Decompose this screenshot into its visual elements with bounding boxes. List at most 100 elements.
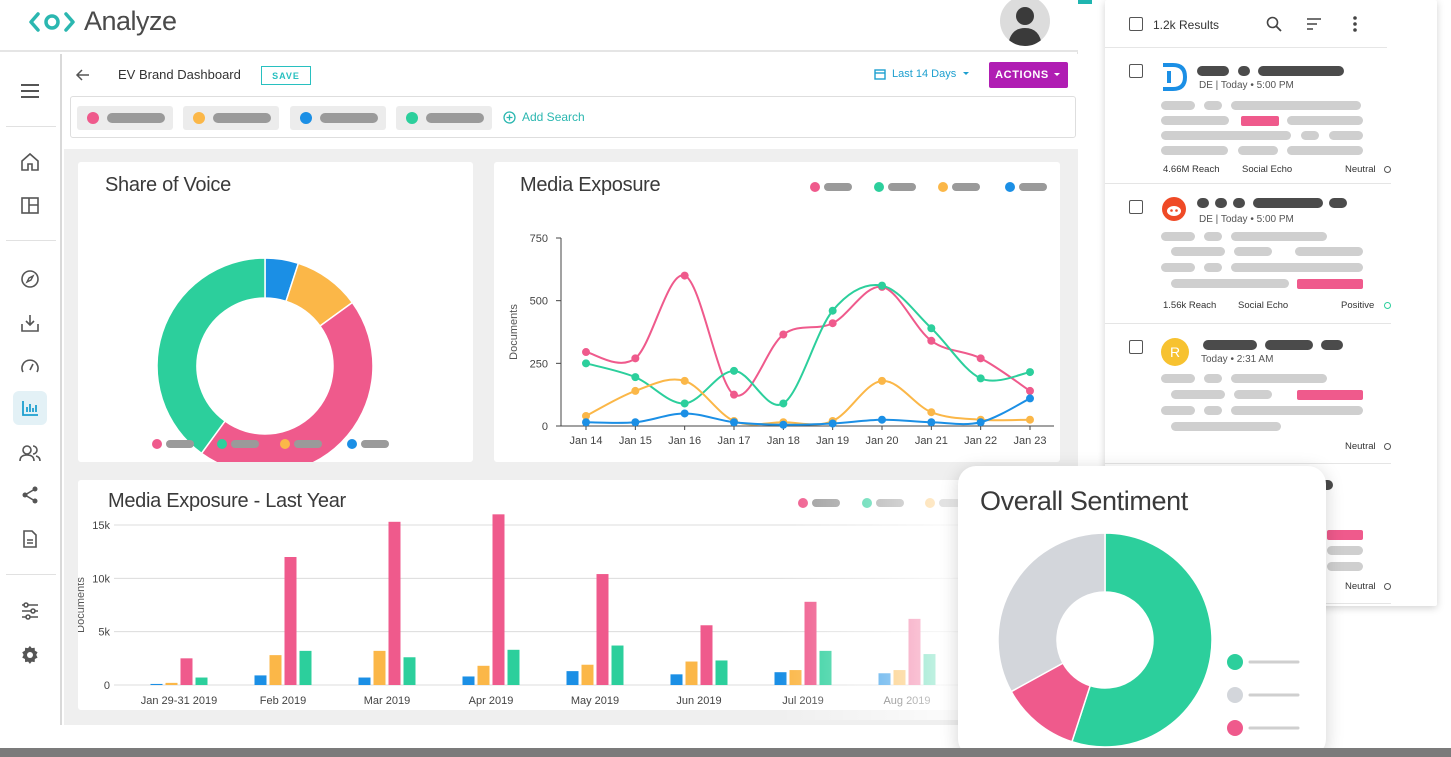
bar (700, 625, 713, 685)
legend-item[interactable] (1005, 182, 1047, 192)
search-chip[interactable] (290, 106, 386, 130)
legend-item[interactable] (810, 182, 852, 192)
data-point (976, 418, 985, 427)
sentiment-label: Neutral (1345, 581, 1376, 592)
data-point (631, 373, 640, 382)
main-app-window: Analyze (0, 0, 1078, 725)
share-of-voice-card: Share of Voice (78, 162, 473, 462)
y-tick-label: 750 (530, 233, 548, 245)
search-chip[interactable] (183, 106, 279, 130)
legend-item[interactable] (938, 182, 980, 192)
chip-label-redacted (426, 113, 484, 123)
data-point (680, 409, 689, 418)
gauge-icon[interactable] (17, 354, 43, 380)
layout-icon[interactable] (17, 192, 43, 218)
date-range-label: Last 14 Days (892, 68, 957, 80)
legend-dot (1227, 720, 1243, 736)
user-avatar[interactable] (1000, 0, 1050, 46)
chip-color-dot (406, 112, 418, 124)
social-echo-label: Social Echo (1238, 300, 1289, 311)
bar (685, 661, 698, 685)
dashboard-header: EV Brand Dashboard SAVE Last 14 Days ACT… (64, 54, 1078, 149)
legend-item[interactable] (280, 439, 322, 449)
card-title: Media Exposure - Last Year (108, 490, 346, 512)
bar (670, 674, 683, 685)
data-point (680, 271, 689, 280)
bar (819, 650, 832, 685)
sentiment-label: Neutral (1345, 164, 1376, 175)
select-all-checkbox[interactable] (1129, 17, 1143, 31)
data-point (878, 376, 886, 385)
series-line (585, 397, 1031, 426)
legend-dot (1227, 654, 1243, 670)
x-tick-label: Aug 2019 (883, 695, 930, 707)
caret-down-icon (963, 72, 970, 75)
sidebar-divider (6, 126, 56, 127)
logo[interactable]: Analyze (28, 6, 177, 37)
chip-label-redacted (213, 113, 271, 123)
legend-item[interactable] (874, 182, 916, 192)
bar (715, 660, 728, 685)
redacted-text (1238, 66, 1250, 76)
bar (462, 676, 475, 685)
media-exposure-card: Media Exposure 0 250 500 750 Jan 14 Jan 15 Jan… (494, 162, 1060, 462)
search-chips-row: Add Search (70, 96, 1076, 138)
card-title: Overall Sentiment (980, 486, 1188, 516)
inbox-icon[interactable] (17, 310, 43, 336)
sort-icon[interactable] (1306, 17, 1322, 31)
bar (358, 677, 371, 685)
document-icon[interactable] (17, 526, 43, 552)
caret-down-icon (1053, 73, 1060, 76)
data-point (976, 374, 985, 383)
bar (373, 650, 386, 685)
data-point (1026, 415, 1034, 424)
menu-icon[interactable] (17, 78, 43, 104)
share-icon[interactable] (17, 482, 43, 508)
sliders-icon[interactable] (17, 598, 43, 624)
data-point (1026, 368, 1034, 377)
donut-slice (997, 532, 1106, 693)
home-icon[interactable] (17, 149, 43, 175)
highlight-bar (1297, 390, 1363, 400)
legend-item[interactable] (152, 439, 194, 449)
more-vertical-icon[interactable] (1352, 15, 1358, 33)
sentiment-label: Neutral (1345, 441, 1376, 452)
search-chip[interactable] (77, 106, 173, 130)
date-range-selector[interactable]: Last 14 Days (874, 68, 970, 80)
result-checkbox[interactable] (1129, 200, 1143, 214)
highlight-bar (1241, 116, 1279, 126)
x-tick-label: Apr 2019 (469, 695, 514, 707)
card-title: Share of Voice (105, 174, 231, 196)
bar (581, 664, 594, 685)
x-tick-label: Jan 22 (964, 435, 997, 447)
search-icon[interactable] (1266, 16, 1282, 32)
top-bar: Analyze (0, 0, 1078, 52)
data-point (631, 386, 640, 395)
sentiment-label: Positive (1341, 300, 1375, 311)
result-checkbox[interactable] (1129, 340, 1143, 354)
media-exposure-year-card: Media Exposure - Last Year 0 5k 10k 15k Docu… (78, 480, 1064, 710)
result-item[interactable]: DE | Today • 5:00 PM 1.56k Reach Social … (1105, 184, 1391, 324)
bar (269, 655, 282, 685)
legend-item[interactable] (347, 439, 389, 449)
result-item[interactable]: DE | Today • 5:00 PM 4.66M Reach Social … (1105, 48, 1391, 184)
users-icon[interactable] (17, 440, 43, 466)
legend-item[interactable] (217, 439, 259, 449)
y-tick-label: 0 (542, 421, 548, 433)
result-item[interactable]: R Today • 2:31 AM Neutral (1105, 324, 1391, 464)
analytics-icon[interactable] (13, 391, 47, 425)
result-checkbox[interactable] (1129, 64, 1143, 78)
search-chip[interactable] (396, 106, 492, 130)
gear-icon[interactable] (17, 642, 43, 668)
actions-button[interactable]: ACTIONS (989, 62, 1068, 88)
sidebar-divider (6, 574, 56, 575)
bar (492, 514, 505, 685)
compass-icon[interactable] (17, 266, 43, 292)
save-button[interactable]: SAVE (261, 66, 311, 85)
x-tick-label: Jan 14 (569, 435, 602, 447)
data-point (779, 399, 788, 408)
bar (180, 658, 193, 685)
add-search-button[interactable]: Add Search (503, 110, 585, 124)
back-arrow-icon[interactable] (74, 66, 92, 84)
reach-label: 1.56k Reach (1163, 300, 1217, 311)
